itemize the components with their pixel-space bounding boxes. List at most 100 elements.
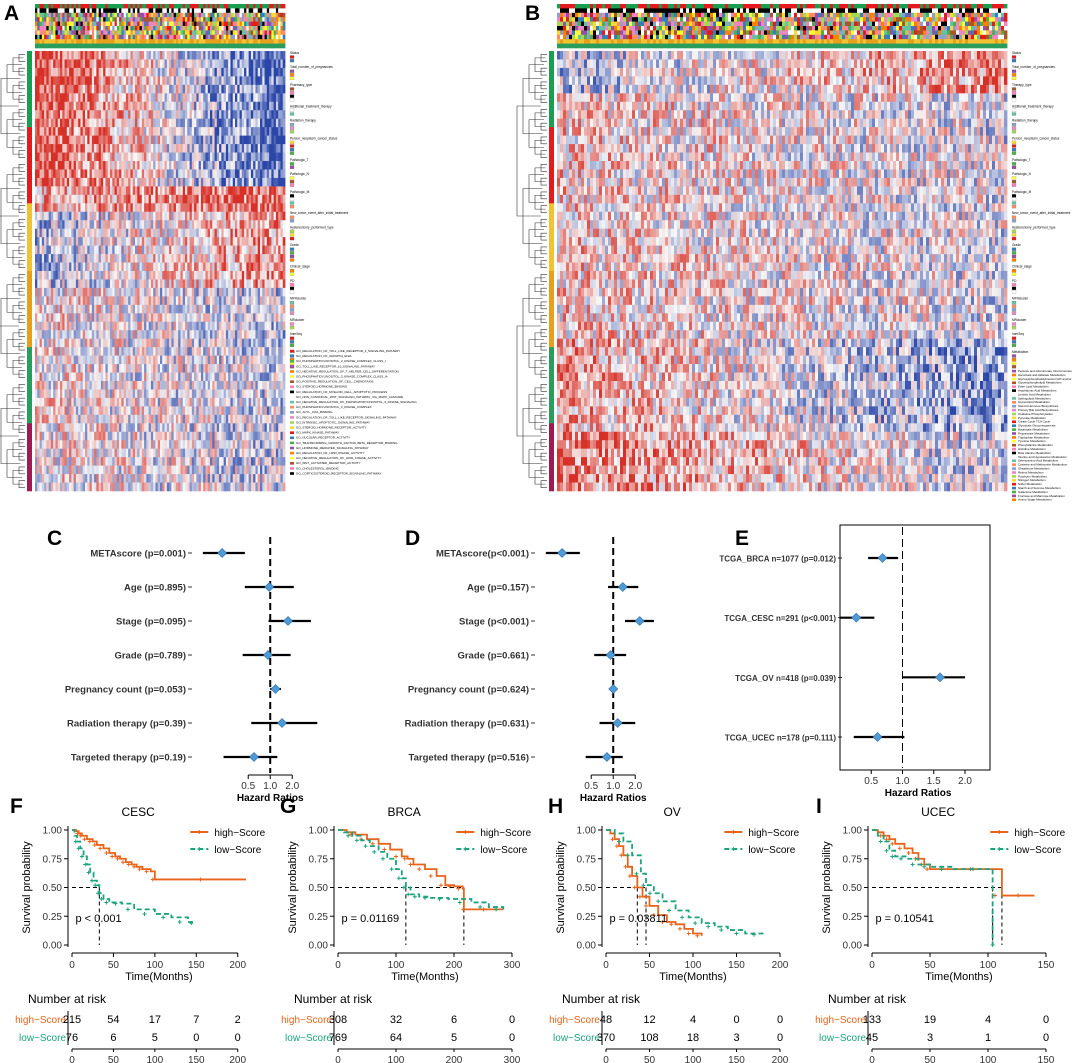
heatmap-cell (153, 110, 156, 119)
heatmap-cell (178, 136, 181, 145)
heatmap-cell (185, 51, 188, 60)
heatmap-cell (192, 169, 195, 178)
heatmap-cell (265, 186, 268, 195)
annotation-cell (221, 30, 224, 35)
heatmap-cell (69, 119, 72, 128)
heatmap-cell (269, 161, 272, 170)
annotation-cell (92, 17, 95, 22)
heatmap-cell (94, 220, 97, 229)
heatmap-cell (96, 119, 99, 128)
heatmap-cell (271, 339, 274, 348)
heatmap-cell (128, 322, 131, 331)
annotation-cell (124, 26, 127, 31)
annotation-cell (137, 22, 140, 27)
heatmap-cell (167, 229, 170, 238)
heatmap-cell (96, 136, 99, 145)
heatmap-cell (108, 127, 111, 136)
heatmap-cell (167, 254, 170, 263)
heatmap-cell (251, 246, 254, 255)
heatmap-cell (201, 288, 204, 297)
heatmap-cell (142, 153, 145, 162)
heatmap-cell (55, 93, 58, 102)
heatmap-cell (233, 186, 236, 195)
heatmap-cell (185, 110, 188, 119)
annotation-cell (219, 17, 222, 22)
heatmap-cell (65, 76, 68, 85)
heatmap-cell (240, 203, 243, 212)
heatmap-cell (212, 110, 215, 119)
heatmap-cell (65, 339, 68, 348)
heatmap-cell (83, 220, 86, 229)
annotation-cell (274, 13, 277, 18)
annotation-cell (233, 26, 236, 31)
heatmap-cell (215, 263, 218, 272)
heatmap-cell (83, 144, 86, 153)
heatmap-cell (96, 237, 99, 246)
annotation-cell (201, 30, 204, 35)
heatmap-cell (253, 246, 256, 255)
annotation-cell (128, 44, 131, 49)
annotation-cell (224, 22, 227, 27)
heatmap-cell (108, 296, 111, 305)
heatmap-cell (112, 203, 115, 212)
heatmap-cell (210, 246, 213, 255)
heatmap-cell (60, 102, 63, 111)
heatmap-cell (103, 93, 106, 102)
heatmap-cell (267, 254, 270, 263)
annotation-cell (137, 44, 140, 49)
annotation-cell (174, 17, 177, 22)
heatmap-cell (42, 246, 45, 255)
heatmap-cell (60, 119, 63, 128)
heatmap-cell (151, 212, 154, 221)
heatmap-cell (105, 110, 108, 119)
heatmap-cell (128, 237, 131, 246)
heatmap-cell (108, 288, 111, 297)
heatmap-cell (233, 136, 236, 145)
heatmap-cell (149, 212, 152, 221)
heatmap-cell (192, 220, 195, 229)
annotation-cell (280, 44, 283, 49)
heatmap-cell (280, 195, 283, 204)
annotation-cell (110, 22, 113, 27)
heatmap-cell (62, 51, 65, 60)
heatmap-cell (42, 93, 45, 102)
heatmap-cell (269, 246, 272, 255)
heatmap-cell (269, 212, 272, 221)
heatmap-cell (40, 246, 43, 255)
heatmap-cell (115, 288, 118, 297)
heatmap-cell (76, 153, 79, 162)
heatmap-cell (174, 93, 177, 102)
heatmap-cell (217, 271, 220, 280)
heatmap-cell (221, 271, 224, 280)
annotation-cell (142, 39, 145, 44)
heatmap-cell (44, 237, 47, 246)
annotation-cell (242, 8, 245, 13)
annotation-cell (280, 8, 283, 13)
heatmap-cell (94, 102, 97, 111)
heatmap-cell (149, 288, 152, 297)
heatmap-cell (44, 263, 47, 272)
heatmap-cell (271, 178, 274, 187)
heatmap-cell (55, 271, 58, 280)
heatmap-cell (85, 144, 88, 153)
heatmap-cell (110, 59, 113, 68)
heatmap-cell (208, 296, 211, 305)
heatmap-cell (67, 85, 70, 94)
heatmap-cell (167, 212, 170, 221)
heatmap-cell (283, 161, 286, 170)
annotation-cell (235, 44, 238, 49)
heatmap-cell (171, 51, 174, 60)
heatmap-cell (240, 322, 243, 331)
heatmap-cell (69, 195, 72, 204)
heatmap-cell (235, 296, 238, 305)
annotation-cell (215, 17, 218, 22)
heatmap-cell (121, 59, 124, 68)
heatmap-cell (128, 296, 131, 305)
heatmap-cell (35, 347, 38, 356)
heatmap-cell (246, 212, 249, 221)
heatmap-cell (140, 59, 143, 68)
heatmap-cell (46, 220, 49, 229)
heatmap-cell (53, 212, 56, 221)
heatmap-cell (69, 144, 72, 153)
heatmap-cell (126, 110, 129, 119)
